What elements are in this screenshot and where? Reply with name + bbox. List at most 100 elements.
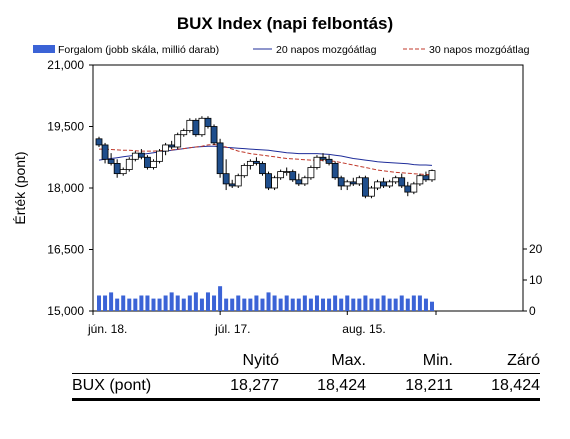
ma30-line [99, 143, 432, 175]
stats-header-max: Max. [331, 352, 366, 369]
volume-bar [254, 295, 259, 311]
x-tick-label: júl. 17. [214, 322, 250, 336]
y-axis-title: Érték (pont) [12, 151, 28, 224]
volume-bar [387, 298, 392, 311]
volume-bar [399, 295, 404, 311]
candle-body [192, 119, 200, 136]
volume-bar [133, 298, 138, 311]
stats-header-min: Min. [422, 352, 453, 369]
volume-bar [393, 298, 398, 311]
volume-bar [272, 295, 277, 311]
volume-bar [345, 295, 350, 311]
candle-body [307, 167, 315, 179]
volume-bar [193, 292, 198, 311]
volume-bar [363, 295, 368, 311]
candle-body [386, 181, 394, 187]
plot-frame [92, 64, 524, 312]
candle-body [289, 171, 297, 181]
candle-body [380, 181, 387, 187]
candle-body [410, 183, 418, 193]
candle-body [198, 117, 206, 136]
volume-bar [169, 292, 174, 311]
candle-body [265, 173, 272, 189]
y2-tick-label: 10 [529, 273, 543, 287]
candle-body [337, 177, 345, 187]
volume-bar [308, 298, 313, 311]
volume-bar [266, 292, 271, 311]
y-tick-label: 19,500 [47, 120, 84, 134]
stats-open-value: 18,277 [230, 377, 279, 394]
candle-body [404, 185, 412, 193]
volume-bar [109, 292, 114, 311]
volume-bar [411, 295, 416, 311]
candle-body [246, 160, 254, 166]
y-tick-label: 21,000 [47, 58, 84, 72]
candle-body [113, 162, 121, 175]
candle-body [313, 156, 321, 168]
volume-bar [405, 298, 410, 311]
volume-bar [205, 292, 210, 311]
volume-bar [314, 295, 319, 311]
volume-bar [103, 295, 108, 311]
candle-body [361, 177, 369, 197]
candle-body [319, 156, 327, 160]
stats-bottom-rule [72, 398, 540, 401]
candle-body [355, 177, 363, 185]
candle-body [325, 158, 333, 164]
candle-body [125, 158, 133, 170]
candle-body [222, 173, 230, 185]
candle-body [228, 183, 236, 187]
candle-body [137, 152, 145, 158]
volume-bar [224, 298, 229, 311]
candle-body [216, 142, 224, 175]
candle-body [131, 152, 139, 160]
y-tick-label: 15,000 [47, 304, 84, 318]
x-tick-label: aug. 15. [342, 322, 385, 336]
volume-bar [157, 298, 162, 311]
candle-body [428, 170, 436, 181]
chart-title: BUX Index (napi felbontás) [176, 14, 394, 33]
volume-bar [181, 298, 186, 311]
y2-tick-label: 0 [529, 304, 536, 318]
volume-bar [327, 298, 332, 311]
legend-swatch-volume [33, 45, 55, 53]
candle-body [416, 175, 424, 185]
stats-max-value: 18,424 [317, 377, 366, 394]
volume-bar [430, 301, 434, 311]
x-tick-label: jún. 18. [87, 322, 127, 336]
volume-bar [127, 298, 132, 311]
candle-body [253, 160, 260, 164]
stats-top-rule [72, 373, 540, 374]
candle-body [398, 177, 406, 187]
volume-bar [296, 298, 301, 311]
stats-table: Nyitó Max. Min. Záró BUX (pont) 18,277 1… [72, 349, 540, 401]
candle-body [368, 187, 375, 197]
volume-bar [199, 298, 204, 311]
candle-body [349, 181, 357, 185]
stats-data-row: BUX (pont) 18,277 18,424 18,211 18,424 [72, 374, 540, 398]
candle-body [101, 144, 109, 160]
candle-body [204, 117, 212, 127]
candle-body [422, 175, 430, 181]
candle-body [343, 181, 351, 187]
candle-body [234, 175, 242, 187]
volume-bar [321, 298, 326, 311]
volume-bar [375, 298, 380, 311]
candle-body [162, 144, 170, 152]
stats-min-value: 18,211 [405, 377, 453, 394]
legend-label-ma20: 20 napos mozgóátlag [276, 44, 377, 56]
volume-bar [278, 298, 283, 311]
volume-bar [236, 295, 241, 311]
volume-bar [121, 295, 126, 311]
ma20-line [98, 145, 433, 166]
volume-bar [218, 286, 223, 311]
candle-body [259, 162, 266, 175]
candle-body [119, 169, 127, 175]
candle-body [107, 158, 115, 164]
legend-label-volume: Forgalom (jobb skála, millió darab) [58, 44, 219, 56]
y2-tick-label: 20 [529, 242, 543, 256]
volume-bar [260, 298, 265, 311]
volume-bar [333, 295, 338, 311]
candle-body [210, 126, 218, 144]
candle-body [150, 160, 157, 168]
